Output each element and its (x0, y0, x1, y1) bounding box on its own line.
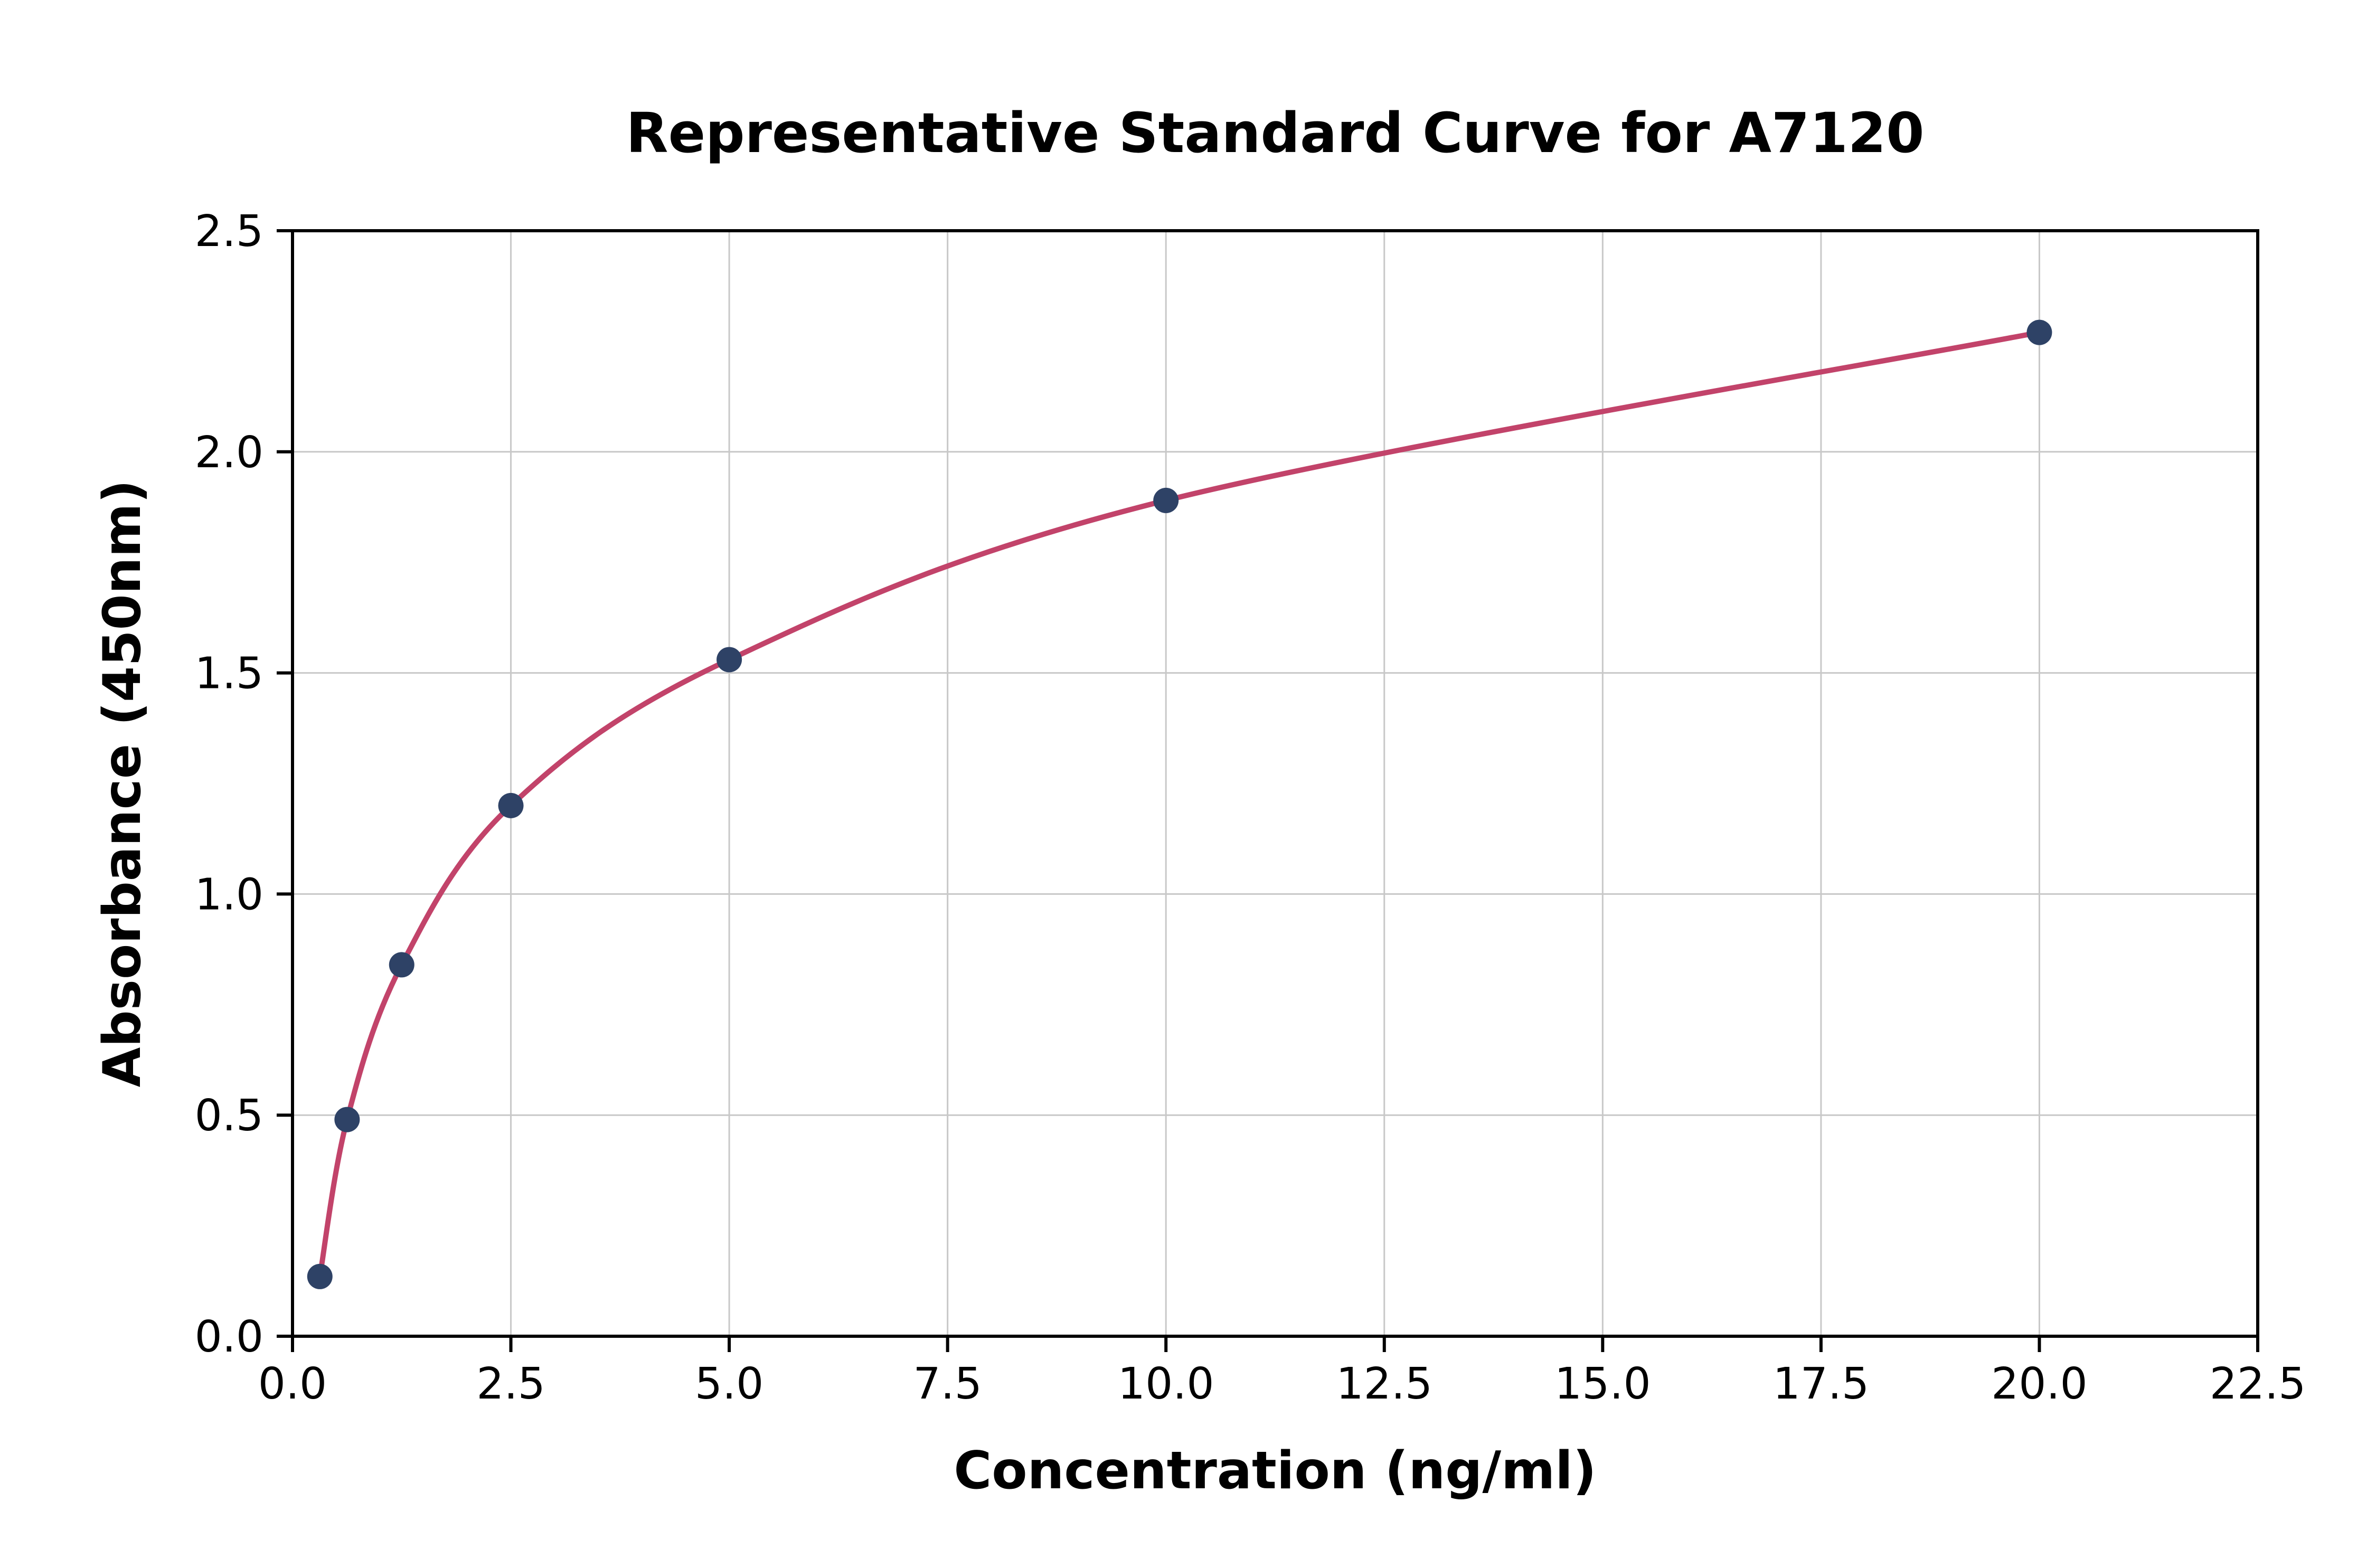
data-point (498, 792, 524, 818)
data-point (334, 1107, 360, 1132)
data-point (389, 952, 414, 978)
chart-title: Representative Standard Curve for A7120 (626, 101, 1925, 165)
y-tick-label: 2.0 (195, 428, 263, 478)
x-tick-label: 22.5 (2210, 1359, 2306, 1409)
fit-curve (317, 329, 2042, 1279)
x-tick-label: 2.5 (476, 1359, 545, 1409)
x-tick-label: 5.0 (695, 1359, 763, 1409)
data-point (1153, 487, 1179, 513)
x-tick-label: 0.0 (258, 1359, 327, 1409)
data-point (2026, 319, 2052, 345)
x-tick-label: 12.5 (1336, 1359, 1432, 1409)
x-tick-label: 10.0 (1118, 1359, 1214, 1409)
y-tick-label: 2.5 (195, 206, 263, 257)
y-tick-label: 1.0 (195, 870, 263, 920)
x-tick-label: 7.5 (913, 1359, 982, 1409)
data-point (716, 647, 742, 673)
x-tick-label: 15.0 (1554, 1359, 1651, 1409)
x-axis-label: Concentration (ng/ml) (954, 1441, 1597, 1501)
x-tick-label: 20.0 (1991, 1359, 2088, 1409)
axes-frame (291, 229, 2259, 1338)
y-tick-label: 0.0 (195, 1312, 263, 1362)
y-tick-label: 1.5 (195, 649, 263, 699)
y-tick-label: 0.5 (195, 1091, 263, 1141)
data-point (307, 1263, 333, 1289)
x-tick-label: 17.5 (1773, 1359, 1870, 1409)
